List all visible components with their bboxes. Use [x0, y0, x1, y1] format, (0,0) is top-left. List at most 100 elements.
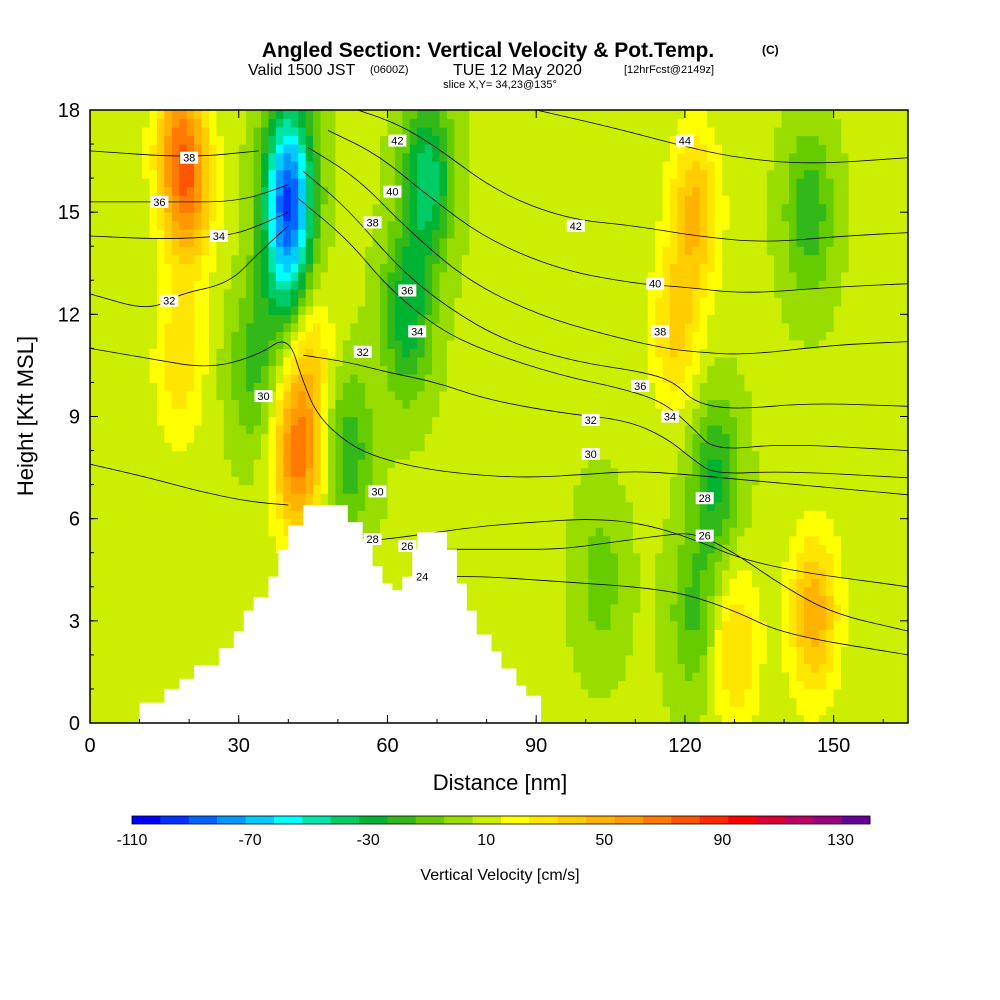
- velocity-cell: [350, 356, 359, 367]
- velocity-cell: [826, 425, 835, 435]
- velocity-cell: [603, 620, 612, 630]
- velocity-cell: [573, 671, 582, 682]
- velocity-cell: [171, 425, 180, 435]
- velocity-cell: [357, 399, 366, 409]
- velocity-cell: [893, 552, 902, 562]
- velocity-cell: [513, 510, 522, 520]
- velocity-cell: [855, 382, 864, 392]
- velocity-cell: [684, 680, 693, 690]
- velocity-cell: [461, 484, 470, 494]
- velocity-cell: [231, 561, 240, 571]
- velocity-cell: [640, 433, 649, 443]
- velocity-cell: [432, 425, 441, 435]
- velocity-cell: [707, 671, 716, 682]
- velocity-cell: [714, 390, 723, 401]
- velocity-cell: [558, 595, 567, 605]
- velocity-cell: [97, 467, 106, 477]
- velocity-cell: [313, 484, 322, 494]
- velocity-cell: [632, 450, 641, 460]
- velocity-cell: [394, 484, 403, 494]
- velocity-cell: [179, 501, 188, 511]
- velocity-cell: [134, 688, 143, 699]
- velocity-cell: [714, 484, 723, 494]
- velocity-cell: [134, 552, 143, 562]
- velocity-cell: [699, 442, 708, 452]
- velocity-cell: [893, 442, 902, 452]
- velocity-cell: [156, 578, 165, 588]
- velocity-cell: [632, 459, 641, 469]
- velocity-cell: [744, 518, 753, 528]
- velocity-cell: [179, 671, 188, 682]
- velocity-cell: [186, 527, 195, 537]
- velocity-cell: [595, 535, 604, 545]
- velocity-cell: [253, 510, 262, 520]
- velocity-cell: [104, 714, 113, 723]
- velocity-cell: [201, 493, 210, 503]
- velocity-cell: [841, 637, 850, 647]
- velocity-cell: [826, 484, 835, 494]
- velocity-cell: [647, 459, 656, 469]
- velocity-cell: [855, 450, 864, 460]
- velocity-cell: [476, 544, 485, 554]
- velocity-cell: [662, 552, 671, 562]
- velocity-cell: [551, 671, 560, 682]
- velocity-cell: [246, 484, 255, 494]
- velocity-cell: [551, 535, 560, 545]
- velocity-cell: [580, 365, 589, 375]
- velocity-cell: [855, 510, 864, 520]
- velocity-cell: [603, 527, 612, 537]
- velocity-cell: [610, 680, 619, 690]
- velocity-cell: [818, 637, 827, 647]
- velocity-cell: [610, 688, 619, 699]
- velocity-cell: [603, 586, 612, 596]
- velocity-cell: [841, 373, 850, 384]
- velocity-cell: [394, 450, 403, 460]
- velocity-cell: [632, 476, 641, 486]
- velocity-cell: [677, 552, 686, 562]
- velocity-cell: [179, 390, 188, 401]
- velocity-cell: [893, 697, 902, 707]
- velocity-cell: [736, 433, 745, 443]
- velocity-cell: [900, 671, 908, 682]
- velocity-cell: [744, 510, 753, 520]
- velocity-cell: [684, 603, 693, 613]
- velocity-cell: [595, 629, 604, 639]
- velocity-cell: [194, 348, 203, 358]
- velocity-cell: [127, 382, 136, 392]
- velocity-cell: [580, 569, 589, 579]
- velocity-cell: [655, 484, 664, 494]
- velocity-cell: [484, 467, 493, 477]
- velocity-cell: [878, 382, 887, 392]
- velocity-cell: [417, 339, 426, 349]
- velocity-cell: [848, 620, 857, 630]
- velocity-cell: [684, 688, 693, 699]
- velocity-cell: [714, 399, 723, 409]
- velocity-cell: [818, 501, 827, 511]
- velocity-cell: [476, 527, 485, 537]
- velocity-cell: [707, 697, 716, 707]
- velocity-cell: [603, 348, 612, 358]
- velocity-cell: [722, 705, 731, 716]
- velocity-cell: [580, 603, 589, 613]
- velocity-cell: [558, 646, 567, 656]
- velocity-cell: [417, 399, 426, 409]
- velocity-cell: [863, 705, 872, 716]
- velocity-cell: [699, 586, 708, 596]
- velocity-cell: [774, 646, 783, 656]
- velocity-cell: [640, 442, 649, 452]
- velocity-cell: [588, 646, 597, 656]
- velocity-cell: [789, 595, 798, 605]
- velocity-cell: [558, 544, 567, 554]
- velocity-cell: [275, 407, 284, 418]
- velocity-cell: [573, 697, 582, 707]
- velocity-cell: [484, 416, 493, 426]
- velocity-cell: [357, 450, 366, 460]
- velocity-cell: [900, 578, 908, 588]
- velocity-cell: [811, 629, 820, 639]
- velocity-cell: [365, 476, 374, 486]
- velocity-cell: [127, 518, 136, 528]
- velocity-cell: [194, 603, 203, 613]
- velocity-cell: [543, 373, 552, 384]
- velocity-cell: [855, 527, 864, 537]
- velocity-cell: [818, 629, 827, 639]
